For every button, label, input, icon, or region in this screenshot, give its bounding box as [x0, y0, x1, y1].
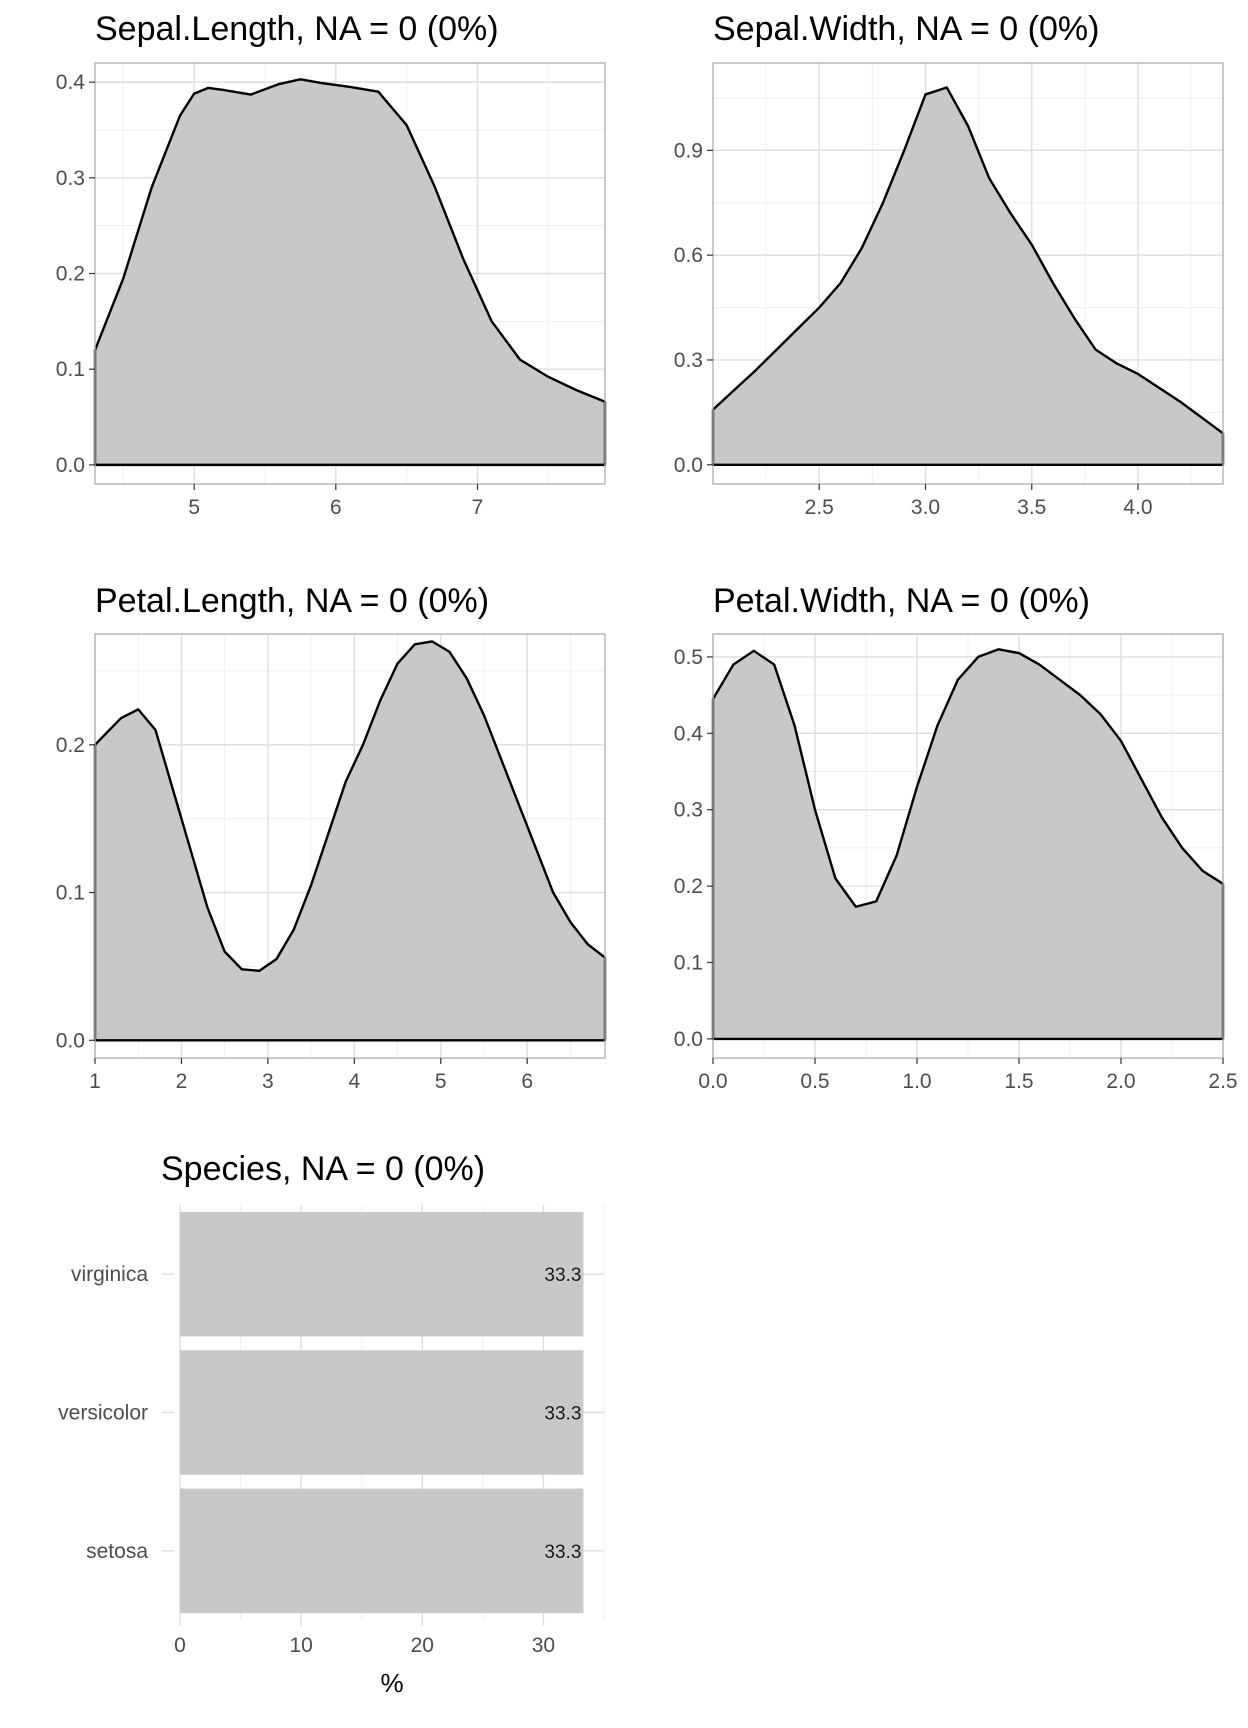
y-tick-label: 0.0 [674, 454, 703, 477]
y-tick-label: 0.0 [56, 454, 85, 477]
x-tick-label: 4 [348, 1070, 360, 1093]
category-label: setosa [86, 1540, 148, 1563]
x-tick-label: 0.5 [800, 1070, 829, 1093]
x-tick-label: 10 [289, 1634, 312, 1657]
y-tick-label: 0.4 [56, 71, 86, 94]
chart-title: Species, NA = 0 (0%) [161, 1150, 485, 1188]
density-area [711, 86, 1225, 466]
x-tick-label: 2.5 [805, 496, 834, 519]
bar-value-label: 33.3 [544, 1404, 581, 1425]
chart-title: Sepal.Length, NA = 0 (0%) [95, 10, 499, 48]
y-tick-label: 0.2 [56, 734, 85, 757]
density-panel-1: 5 6 7 0.0 0.1 0.2 0.3 0.4 Sepal.Length, NA = 0 (… [56, 10, 607, 519]
x-tick-label: 1 [89, 1070, 101, 1093]
x-tick-label: 20 [411, 1634, 434, 1657]
y-tick-label: 0.4 [674, 722, 704, 745]
density-panel-3: 1 2 3 4 5 6 0.0 0.1 0.2 Petal.Length, NA = 0 (0%) [56, 582, 607, 1093]
chart-title: Petal.Length, NA = 0 (0%) [95, 582, 489, 620]
x-tick-label: 3 [262, 1070, 274, 1093]
panel-border [712, 62, 1224, 485]
y-tick-label: 0.0 [674, 1028, 703, 1051]
density-area [711, 648, 1225, 1041]
x-tick-label: 0.0 [698, 1070, 727, 1093]
x-tick-label: 5 [188, 496, 200, 519]
bar-virginica [180, 1211, 584, 1337]
y-tick-label: 0.1 [674, 952, 703, 975]
density-area [93, 640, 607, 1042]
category-label: versicolor [58, 1402, 148, 1425]
panel-border [94, 633, 606, 1059]
x-tick-label: 4.0 [1123, 496, 1152, 519]
x-axis-title: % [380, 1668, 403, 1698]
bar-versicolor [180, 1350, 584, 1475]
y-tick-label: 0.1 [56, 358, 85, 381]
x-tick-label: 5 [435, 1070, 447, 1093]
density-panel-2: 2.5 3.0 3.5 4.0 0.0 0.3 0.6 0.9 Sepal.Width, NA … [674, 10, 1225, 519]
y-tick-label: 0.0 [56, 1029, 85, 1052]
x-tick-label: 2.5 [1208, 1070, 1237, 1093]
y-tick-label: 0.1 [56, 882, 85, 905]
x-tick-label: 30 [532, 1634, 555, 1657]
y-tick-label: 0.2 [56, 263, 85, 286]
chart-title: Petal.Width, NA = 0 (0%) [713, 582, 1090, 620]
bar-value-label: 33.3 [544, 1265, 581, 1286]
panel-border [712, 633, 1224, 1059]
bar-value-label: 33.3 [544, 1542, 581, 1563]
x-tick-label: 6 [330, 496, 342, 519]
x-tick-label: 3.5 [1017, 496, 1046, 519]
chart-title: Sepal.Width, NA = 0 (0%) [713, 10, 1099, 48]
y-tick-label: 0.3 [56, 167, 85, 190]
category-label: virginica [71, 1263, 148, 1286]
x-tick-label: 1.5 [1004, 1070, 1033, 1093]
x-tick-label: 7 [472, 496, 484, 519]
bar-setosa [180, 1488, 584, 1614]
y-tick-label: 0.9 [674, 139, 703, 162]
x-tick-label: 2.0 [1106, 1070, 1135, 1093]
x-tick-label: 6 [521, 1070, 533, 1093]
y-tick-label: 0.5 [674, 646, 703, 669]
x-tick-label: 0 [174, 1634, 186, 1657]
density-area [93, 78, 607, 467]
x-tick-label: 1.0 [902, 1070, 931, 1093]
density-panel-4: 0.0 0.5 1.0 1.5 2.0 2.5 0.0 0.1 0.2 0.3 0.4 0.5 Peta… [674, 582, 1238, 1093]
species-bar-panel: 33.3 virginica 33.3 versicolor 33.3 setosa 0 10… [58, 1150, 605, 1698]
y-tick-label: 0.3 [674, 349, 703, 372]
y-tick-label: 0.3 [674, 799, 703, 822]
y-tick-label: 0.2 [674, 875, 703, 898]
x-tick-label: 3.0 [911, 496, 940, 519]
x-tick-label: 2 [176, 1070, 188, 1093]
y-tick-label: 0.6 [674, 244, 703, 267]
